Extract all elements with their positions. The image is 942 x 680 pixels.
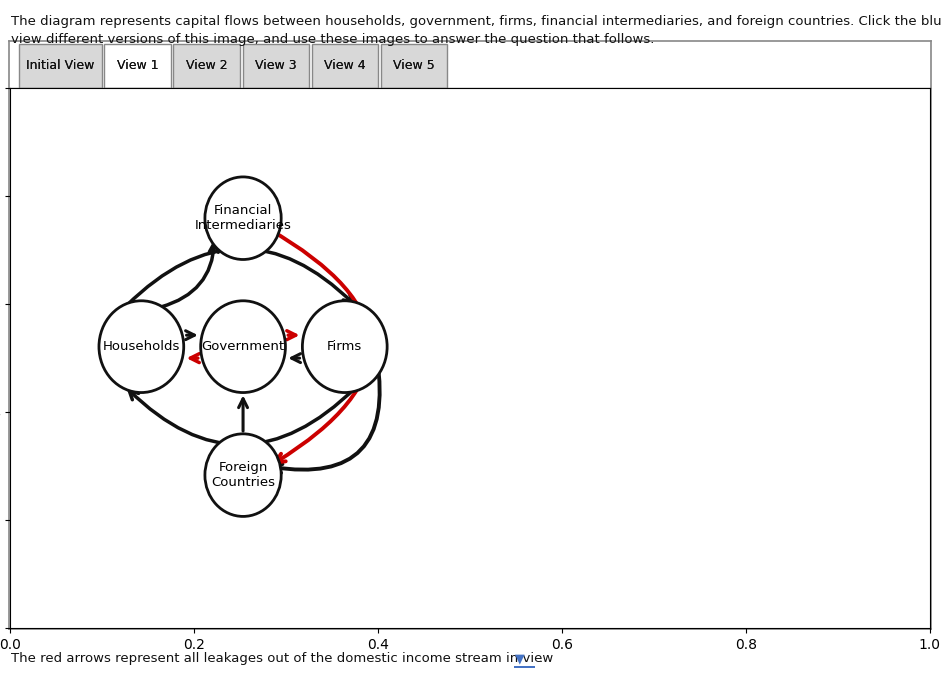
Text: Firms: Firms	[327, 340, 363, 353]
FancyBboxPatch shape	[381, 44, 447, 88]
FancyBboxPatch shape	[381, 44, 447, 88]
Circle shape	[205, 177, 282, 260]
Text: Financial
Intermediaries: Financial Intermediaries	[195, 204, 291, 232]
Text: View 3: View 3	[255, 59, 297, 72]
FancyBboxPatch shape	[19, 44, 102, 88]
FancyBboxPatch shape	[312, 44, 378, 88]
FancyBboxPatch shape	[173, 44, 239, 88]
Circle shape	[201, 301, 285, 392]
Text: The diagram represents capital flows between households, government, firms, fina: The diagram represents capital flows bet…	[11, 15, 942, 28]
FancyBboxPatch shape	[19, 44, 102, 88]
FancyBboxPatch shape	[105, 44, 171, 88]
Text: View 5: View 5	[393, 59, 435, 72]
Text: View 1: View 1	[117, 59, 158, 72]
Text: .: .	[539, 652, 543, 665]
Circle shape	[302, 301, 387, 392]
FancyBboxPatch shape	[242, 44, 309, 88]
Text: Initial View: Initial View	[25, 59, 94, 72]
FancyBboxPatch shape	[312, 44, 378, 88]
Text: View 5: View 5	[393, 59, 435, 72]
Text: Households: Households	[103, 340, 180, 353]
Text: ▼: ▼	[515, 652, 525, 665]
Text: view different versions of this image, and use these images to answer the questi: view different versions of this image, a…	[11, 33, 655, 46]
Text: View 1: View 1	[117, 59, 158, 72]
Text: View 3: View 3	[255, 59, 297, 72]
Text: Initial View: Initial View	[25, 59, 94, 72]
Text: Foreign
Countries: Foreign Countries	[211, 461, 275, 489]
Text: View 2: View 2	[186, 59, 227, 72]
Circle shape	[99, 301, 184, 392]
Text: View 4: View 4	[324, 59, 365, 72]
Circle shape	[205, 434, 282, 516]
FancyBboxPatch shape	[105, 44, 171, 88]
FancyBboxPatch shape	[173, 44, 239, 88]
Text: The red arrows represent all leakages out of the domestic income stream in view: The red arrows represent all leakages ou…	[11, 652, 554, 665]
Text: View 2: View 2	[186, 59, 227, 72]
Text: Government: Government	[202, 340, 284, 353]
FancyBboxPatch shape	[242, 44, 309, 88]
Text: View 4: View 4	[324, 59, 365, 72]
